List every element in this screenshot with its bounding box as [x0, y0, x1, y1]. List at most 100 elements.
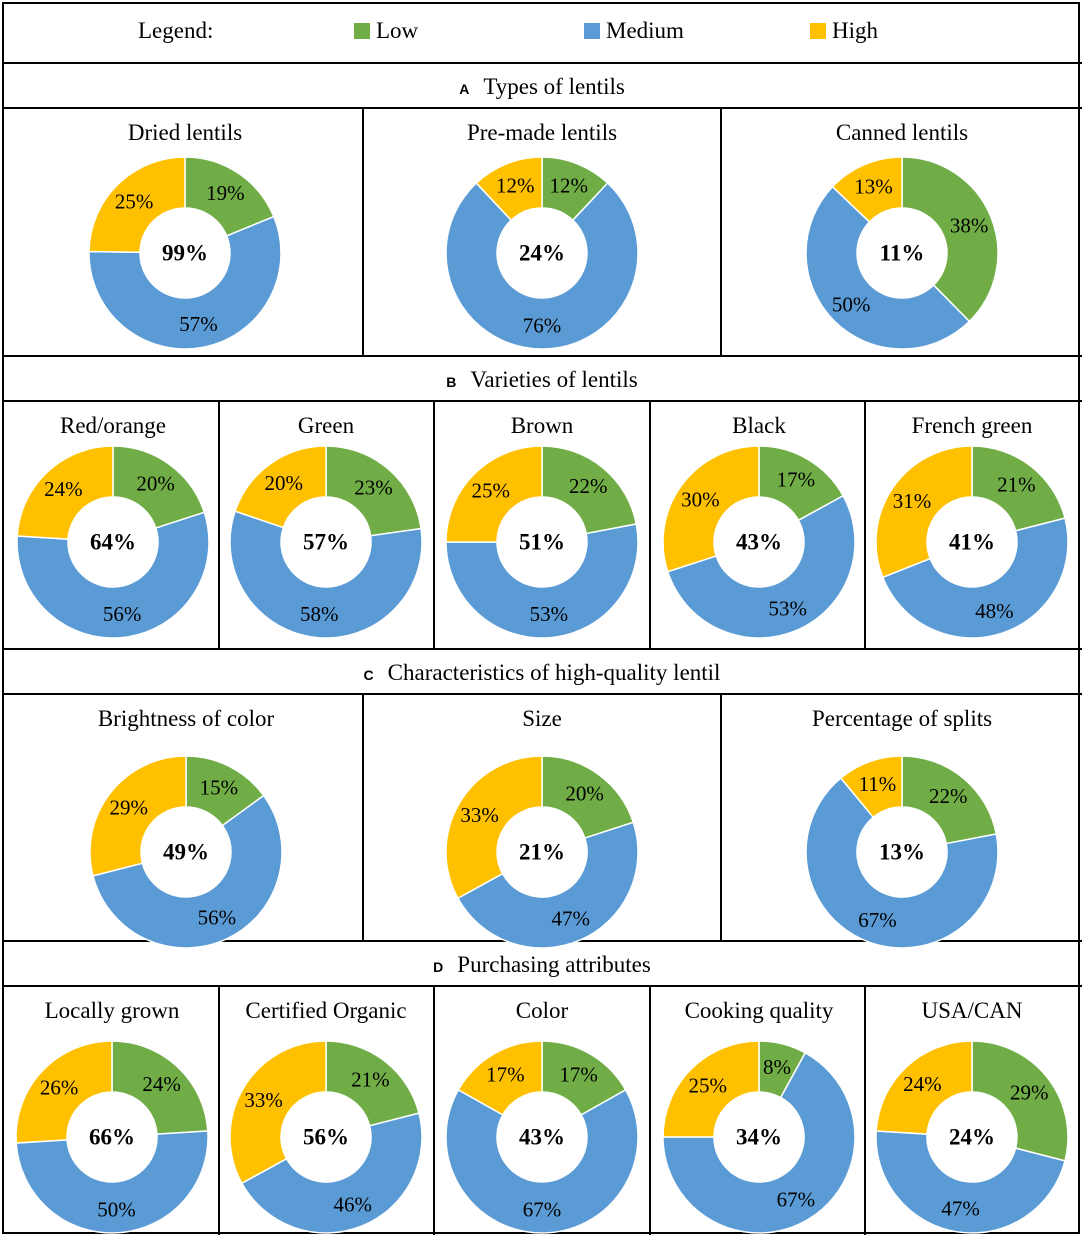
donut-percentage-of-splits: 22% 67% 11% 13%	[805, 755, 999, 949]
slice-medium	[240, 1112, 423, 1234]
legend-text-high: High	[832, 18, 878, 43]
slice-medium	[445, 1088, 639, 1234]
slice-label-high: 24%	[44, 477, 83, 501]
legend-text-medium: Medium	[606, 18, 684, 43]
panel-title-cooking-quality: Cooking quality	[684, 998, 834, 1023]
slice-high	[88, 156, 186, 254]
donut-usa-can: 29% 47% 24% 24%	[875, 1040, 1069, 1234]
separator	[2, 693, 1082, 695]
panel-title-pre-made-lentils: Pre-made lentils	[466, 120, 618, 145]
section-title-b: B Varieties of lentils	[4, 367, 1080, 393]
slice-label-low: 17%	[777, 468, 816, 492]
panel-title-percentage-of-splits: Percentage of splits	[811, 706, 993, 731]
slice-label-high: 25%	[688, 1074, 727, 1098]
slice-label-medium: 50%	[97, 1197, 136, 1221]
donut-french-green: 21% 48% 31% 41%	[875, 445, 1069, 639]
panel-title-dried-lentils: Dried lentils	[127, 120, 243, 145]
center-label: 51%	[519, 530, 565, 555]
center-label: 64%	[90, 530, 136, 555]
slice-label-low: 22%	[569, 474, 608, 498]
slice-medium	[881, 517, 1069, 639]
panel-title-color: Color	[515, 998, 569, 1023]
slice-high	[445, 755, 543, 900]
center-label: 49%	[163, 840, 209, 865]
separator	[2, 400, 1082, 402]
slice-label-low: 15%	[200, 775, 239, 799]
panel-title-red-orange: Red/orange	[59, 413, 166, 438]
slice-medium	[875, 1130, 1066, 1234]
slice-low	[971, 1040, 1069, 1162]
slice-medium	[805, 185, 971, 350]
slice-label-medium: 53%	[530, 602, 569, 626]
slice-label-low: 24%	[142, 1072, 181, 1096]
panel-title-green: Green	[297, 413, 355, 438]
divider	[649, 985, 651, 1235]
separator	[2, 355, 1082, 357]
center-label: 11%	[880, 241, 925, 266]
section-title-c: C Characteristics of high-quality lentil	[4, 660, 1080, 686]
slice-medium	[15, 1130, 209, 1234]
donut-certified-organic: 21% 46% 33% 56%	[229, 1040, 423, 1234]
slice-low	[901, 755, 998, 845]
legend-item-medium: Medium	[584, 18, 684, 44]
slice-high	[875, 445, 973, 579]
slice-label-medium: 67%	[777, 1187, 816, 1211]
legend-text-low: Low	[376, 18, 419, 43]
slice-label-low: 19%	[206, 181, 245, 205]
divider	[218, 985, 220, 1235]
slice-label-low: 21%	[351, 1068, 390, 1092]
legend-label: Legend:	[138, 18, 214, 43]
slice-high	[662, 1040, 760, 1138]
divider	[433, 985, 435, 1235]
legend-swatch-high	[810, 23, 826, 39]
donut-green: 23% 58% 20% 57%	[229, 445, 423, 639]
divider	[218, 400, 220, 648]
section-title-a: A Types of lentils	[4, 74, 1080, 100]
slice-high	[445, 445, 543, 543]
slice-label-medium: 56%	[103, 602, 142, 626]
legend: Legend: Low Medium High	[4, 4, 1080, 60]
section-title-text: Varieties of lentils	[470, 367, 638, 392]
slice-high	[16, 445, 114, 540]
donut-brown: 22% 53% 25% 51%	[445, 445, 639, 639]
center-label: 43%	[736, 530, 782, 555]
slice-label-high: 24%	[903, 1072, 942, 1096]
slice-label-low: 20%	[136, 471, 175, 495]
slice-low	[111, 1040, 209, 1135]
donut-canned-lentils: 38% 50% 13% 11%	[805, 156, 999, 350]
slice-label-medium: 47%	[941, 1197, 980, 1221]
separator	[2, 62, 1082, 64]
divider	[720, 107, 722, 355]
center-label: 43%	[519, 1125, 565, 1150]
slice-label-high: 25%	[115, 189, 153, 213]
slice-high	[475, 156, 543, 222]
slice-high	[875, 1040, 973, 1135]
center-label: 57%	[303, 530, 349, 555]
slice-medium	[805, 776, 999, 949]
center-label: 56%	[303, 1125, 349, 1150]
slice-label-high: 25%	[471, 479, 510, 503]
divider	[433, 400, 435, 648]
slice-high	[839, 755, 903, 819]
separator	[2, 648, 1082, 650]
donut-cooking-quality: 8% 67% 25% 34%	[662, 1040, 856, 1234]
slice-label-medium: 48%	[975, 599, 1014, 623]
slice-label-medium: 53%	[769, 597, 808, 621]
slice-low	[971, 445, 1066, 532]
panel-title-canned-lentils: Canned lentils	[835, 120, 969, 145]
slice-low	[325, 1040, 420, 1127]
slice-high	[831, 156, 903, 223]
divider	[649, 400, 651, 648]
panel-title-locally-grown: Locally grown	[44, 998, 180, 1023]
donut-locally-grown: 24% 50% 26% 66%	[15, 1040, 209, 1234]
panel-title-certified-organic: Certified Organic	[245, 998, 407, 1023]
section-title-text: Purchasing attributes	[457, 952, 651, 977]
slice-medium	[456, 821, 639, 949]
slice-label-medium: 47%	[552, 907, 591, 931]
slice-label-medium: 67%	[523, 1198, 562, 1222]
slice-label-medium: 58%	[300, 602, 339, 626]
slice-label-high: 29%	[109, 796, 148, 820]
slice-medium	[16, 511, 210, 639]
slice-medium	[229, 510, 423, 639]
legend-item-high: High	[810, 18, 878, 44]
